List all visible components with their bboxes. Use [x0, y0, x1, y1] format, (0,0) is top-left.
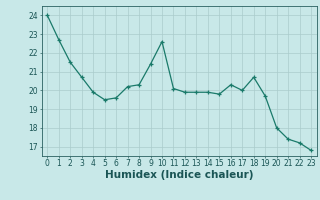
X-axis label: Humidex (Indice chaleur): Humidex (Indice chaleur): [105, 170, 253, 180]
